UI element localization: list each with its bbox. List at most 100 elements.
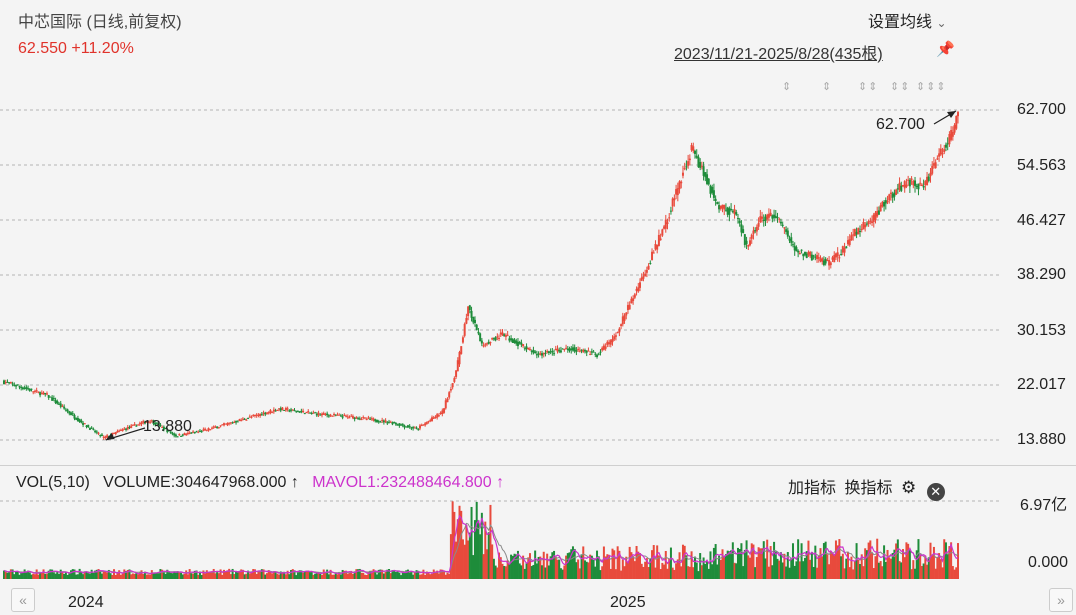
candle-body <box>279 408 282 411</box>
volume-bar <box>950 542 953 579</box>
candle-body <box>138 423 141 425</box>
volume-bar <box>162 572 165 579</box>
volume-bar <box>570 549 573 579</box>
date-range-link[interactable]: 2023/11/21-2025/8/28(435根) <box>674 46 883 63</box>
candle-body <box>932 163 935 166</box>
candle-body <box>893 192 896 197</box>
candle-body <box>694 150 697 154</box>
volume-bar <box>147 574 150 579</box>
volume-bar <box>740 543 743 579</box>
volume-bar <box>571 546 574 579</box>
volume-bar <box>840 556 843 579</box>
mavol2-line <box>3 522 959 574</box>
candle-body <box>174 434 177 437</box>
candle-body <box>21 387 24 390</box>
draw-tool-icon[interactable]: ⇕⇕ <box>890 81 911 93</box>
volume-bar <box>957 543 959 579</box>
candle-body <box>766 214 769 220</box>
scroll-left-button[interactable]: « <box>11 588 35 612</box>
volume-bar <box>707 568 710 579</box>
candle-body <box>699 162 702 168</box>
draw-tool-icon[interactable]: ⇕⇕⇕ <box>916 81 947 93</box>
volume-bar <box>821 556 824 579</box>
candle-body <box>417 428 420 430</box>
candle-body <box>238 419 241 422</box>
volume-bar <box>45 573 48 579</box>
candle-body <box>829 262 832 266</box>
candle-body <box>396 424 399 426</box>
candle-body <box>226 422 229 426</box>
volume-bar <box>549 556 552 579</box>
pin-icon[interactable]: 📌 <box>936 41 955 58</box>
volume-bar <box>630 552 633 579</box>
add-indicator-button[interactable]: 加指标 <box>788 480 837 497</box>
candle-body <box>168 429 171 431</box>
candle-body <box>726 207 729 215</box>
volume-bar <box>712 547 715 579</box>
candle-body <box>523 348 526 350</box>
draw-tool-icon[interactable]: ⇕ <box>822 81 833 93</box>
volume-bar <box>432 569 435 579</box>
draw-tool-icon[interactable]: ⇕⇕ <box>858 81 879 93</box>
volume-bar <box>931 555 934 579</box>
volume-bar <box>381 569 384 579</box>
candle-body <box>367 417 370 419</box>
candle-body <box>724 209 727 211</box>
candle-body <box>773 214 776 218</box>
candle-body <box>159 424 162 426</box>
volume-bar <box>484 521 487 579</box>
volume-bar <box>274 572 277 579</box>
gear-icon[interactable]: ⚙ <box>900 478 917 497</box>
candle-body <box>116 431 119 433</box>
volume-bar <box>245 573 248 579</box>
candle-body <box>286 408 289 410</box>
candle-body <box>125 428 128 430</box>
volume-bar <box>49 569 52 579</box>
volume-bar <box>150 570 153 579</box>
volume-bar <box>860 554 863 579</box>
volume-bar <box>176 571 179 579</box>
volume-bar <box>32 573 35 579</box>
volume-bar <box>303 571 306 579</box>
volume-bar <box>688 566 691 579</box>
close-icon[interactable]: ✕ <box>926 483 945 501</box>
switch-indicator-button[interactable]: 换指标 <box>844 480 893 497</box>
candle-body <box>331 415 334 417</box>
volume-bar <box>64 571 67 579</box>
stock-title: 中芯国际 (日线,前复权) <box>18 14 182 31</box>
candle-body <box>735 212 738 215</box>
candle-body <box>616 332 619 334</box>
mavol1-up-arrow: ↑ <box>496 474 505 491</box>
candle-body <box>154 423 157 425</box>
candle-body <box>776 217 779 219</box>
volume-bar <box>39 572 42 579</box>
candle-body <box>563 349 566 351</box>
price-tick: 13.880 <box>1017 431 1066 448</box>
candle-body <box>484 344 487 346</box>
candle-body <box>382 420 385 423</box>
low-arrowhead <box>105 433 115 440</box>
candle-body <box>333 413 336 415</box>
volume-bar <box>229 574 232 579</box>
ma-settings-button[interactable]: 设置均线 ⌄ <box>868 8 947 32</box>
volume-bar <box>797 539 800 579</box>
volume-bar <box>857 559 860 579</box>
volume-bar <box>901 549 904 579</box>
candle-body <box>527 347 530 350</box>
volume-bar <box>186 574 189 579</box>
volume-bar <box>504 566 507 579</box>
candle-body <box>480 340 483 344</box>
candle-body <box>288 410 291 412</box>
candle-body <box>883 202 886 207</box>
volume-bar <box>305 570 308 579</box>
draw-tool-icon[interactable]: ⇕ <box>782 81 793 93</box>
volume-bar <box>126 569 129 579</box>
volume-bar <box>561 569 564 579</box>
volume-bar <box>817 555 820 579</box>
scroll-right-button[interactable]: » <box>1049 588 1073 612</box>
volume-bar <box>946 553 949 579</box>
volume-bar <box>293 570 296 579</box>
volume-bar <box>888 557 891 579</box>
candle-body <box>903 181 906 189</box>
